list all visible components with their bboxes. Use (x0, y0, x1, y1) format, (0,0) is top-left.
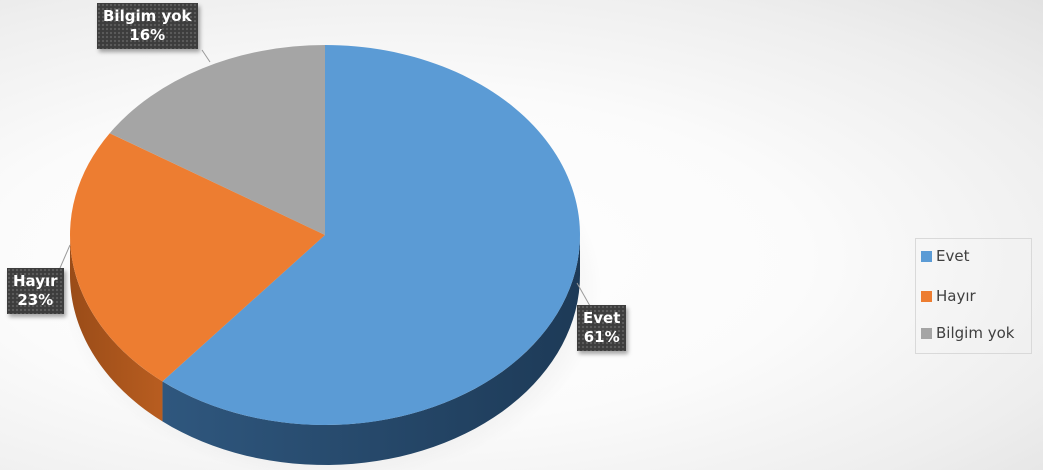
pie-slice-evet (162, 45, 580, 425)
data-label-name: Hayır (13, 272, 58, 290)
pie-slice-bilgim-yok (109, 45, 325, 235)
data-label-bilgim-yok: Bilgim yok 16% (97, 3, 198, 49)
legend-label-evet: Evet (936, 247, 970, 265)
legend-swatch-hayir (921, 290, 932, 302)
data-label-hayir: Hayır 23% (7, 268, 64, 314)
legend-label-hayir: Hayır (936, 287, 976, 305)
chart-legend: Evet Hayır Bilgim yok (915, 238, 1032, 354)
data-label-value: 23% (17, 291, 54, 309)
data-label-evet: Evet 61% (577, 305, 627, 351)
pie-slice-hayir (70, 133, 325, 382)
legend-swatch-bilgim-yok (921, 327, 932, 339)
pie-side-hayir (70, 235, 163, 422)
pie-side-evet (162, 235, 580, 465)
data-label-value: 61% (583, 328, 620, 346)
legend-item-bilgim-yok: Bilgim yok (921, 323, 1014, 343)
leader-line-evet (576, 282, 591, 307)
legend-item-hayir: Hayır (921, 286, 976, 306)
leader-line-hayir (59, 244, 71, 269)
legend-swatch-evet (921, 250, 932, 262)
data-label-name: Evet (583, 309, 621, 327)
data-label-value: 16% (129, 26, 166, 44)
data-label-name: Bilgim yok (103, 7, 192, 25)
legend-item-evet: Evet (921, 246, 969, 266)
legend-label-bilgim-yok: Bilgim yok (936, 324, 1015, 342)
leader-line-bilgim-yok (201, 49, 211, 63)
